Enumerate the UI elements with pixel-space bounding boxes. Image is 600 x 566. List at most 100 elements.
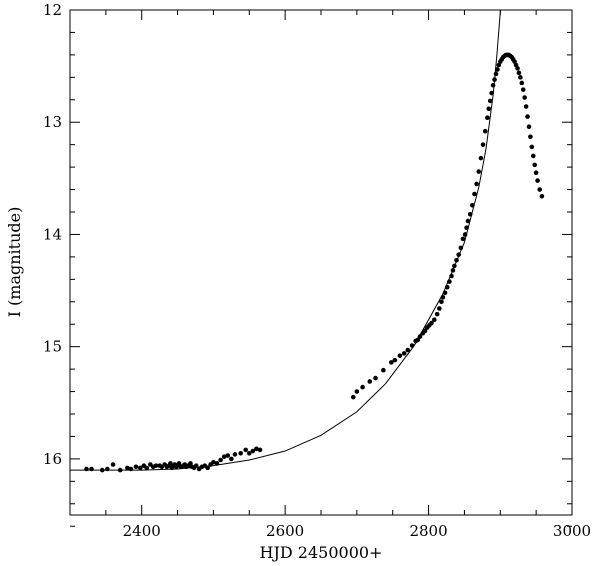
data-point <box>354 389 360 394</box>
data-point <box>482 128 488 134</box>
data-point <box>439 299 444 305</box>
data-point <box>218 457 223 463</box>
data-point <box>392 357 398 363</box>
data-point <box>350 394 356 400</box>
data-point <box>476 169 482 174</box>
plot-frame <box>69 9 573 516</box>
data-point <box>221 454 227 459</box>
data-point <box>232 452 238 457</box>
data-point <box>464 225 469 231</box>
data-point <box>401 351 407 356</box>
data-point <box>434 311 440 317</box>
x-tick-label: 2600 <box>266 522 304 540</box>
data-point <box>117 467 123 473</box>
y-tick-label: 14 <box>43 225 62 243</box>
data-point <box>133 464 139 470</box>
data-point <box>205 465 210 471</box>
data-point <box>516 70 522 76</box>
data-point <box>417 334 423 339</box>
data-point <box>532 162 538 168</box>
data-point <box>535 178 540 183</box>
data-point <box>373 375 378 381</box>
data-point <box>84 466 89 472</box>
data-point <box>492 77 497 82</box>
data-point <box>415 337 421 343</box>
x-tick-label: 3000 <box>553 522 591 540</box>
data-point <box>388 360 394 365</box>
data-point <box>110 462 116 467</box>
data-point <box>525 114 530 119</box>
data-point <box>381 367 386 373</box>
data-point <box>529 144 535 150</box>
data-point <box>437 306 442 311</box>
data-point <box>523 104 529 109</box>
y-tick-label: 15 <box>43 338 62 356</box>
data-point <box>238 450 243 456</box>
x-axis-title: HJD 2450000+ <box>260 543 383 562</box>
data-point <box>533 170 539 176</box>
data-point <box>144 465 150 471</box>
data-point <box>480 142 486 147</box>
data-point <box>176 461 182 466</box>
y-tick-label: 16 <box>43 450 62 468</box>
y-axis-title: I (magnitude) <box>5 207 24 318</box>
data-point <box>444 284 450 290</box>
tick-labels: 2400 2600 2800 3000 12 13 14 15 16 <box>43 1 591 540</box>
data-point <box>519 80 525 86</box>
data-point <box>447 279 452 284</box>
data-point <box>528 134 533 140</box>
data-point <box>153 463 159 468</box>
data-point <box>462 232 468 237</box>
data-point <box>518 75 523 80</box>
data-point <box>367 379 373 384</box>
data-point <box>465 218 471 224</box>
data-point <box>128 466 134 472</box>
data-point <box>432 317 437 323</box>
data-point <box>429 320 434 326</box>
data-point <box>487 98 493 104</box>
data-point <box>493 71 499 77</box>
data-point <box>470 202 475 208</box>
data-point <box>515 66 520 71</box>
data-point <box>360 384 365 390</box>
y-tick-label: 13 <box>43 113 62 131</box>
data-point <box>467 211 473 217</box>
data-point <box>495 67 500 72</box>
data-point <box>489 90 494 96</box>
data-point <box>229 456 234 462</box>
model-fit-curve <box>70 10 501 471</box>
data-point <box>422 328 428 334</box>
data-point <box>539 193 545 199</box>
data-point <box>250 448 256 454</box>
data-point <box>442 290 448 296</box>
data-point <box>522 95 527 100</box>
data-point <box>193 463 199 468</box>
data-point <box>472 191 477 197</box>
data-points-layer <box>84 52 545 473</box>
data-point <box>486 106 492 112</box>
data-point <box>478 155 484 161</box>
data-point <box>243 447 248 453</box>
data-point <box>246 450 252 456</box>
data-point <box>450 268 456 273</box>
data-point <box>537 187 543 192</box>
x-tick-label: 2400 <box>123 522 161 540</box>
model-curve-layer <box>70 10 501 471</box>
data-point <box>485 115 490 121</box>
data-point <box>474 181 479 187</box>
data-point <box>409 343 415 348</box>
data-point <box>225 453 231 458</box>
data-point <box>211 459 216 465</box>
data-point <box>405 347 411 353</box>
axis-ticks <box>69 9 573 527</box>
data-point <box>104 466 110 472</box>
data-point <box>526 124 532 130</box>
data-point <box>125 465 130 471</box>
data-point <box>99 467 105 473</box>
data-point <box>456 252 461 257</box>
data-point <box>490 82 496 88</box>
data-point <box>89 466 94 472</box>
data-point <box>520 87 526 92</box>
data-point <box>452 263 457 269</box>
